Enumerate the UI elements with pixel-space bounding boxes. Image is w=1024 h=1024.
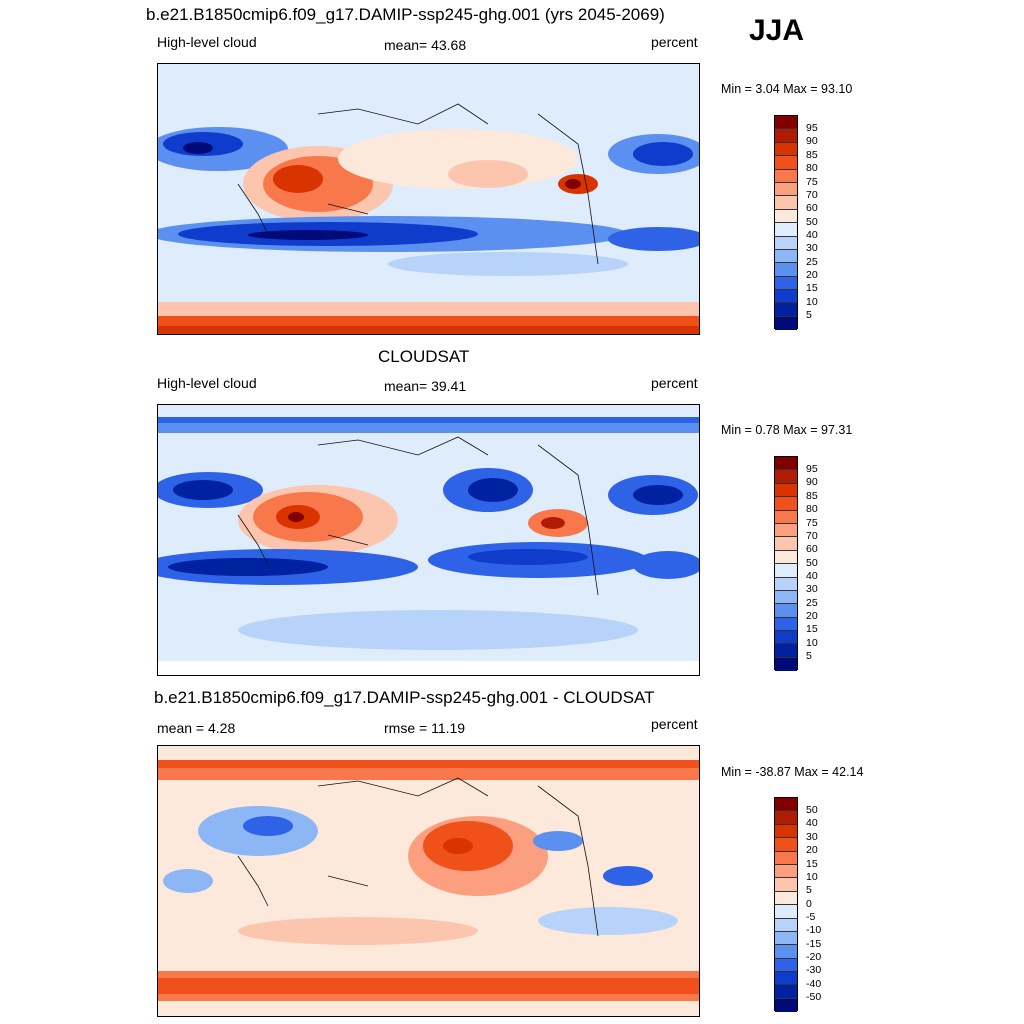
colorbar-tick-label: 0 [806, 898, 812, 910]
panel3-colorbar [774, 797, 798, 1013]
colorbar-tick-label: -10 [806, 924, 822, 936]
colorbar-tick-label: -30 [806, 964, 822, 976]
panel3-title: b.e21.B1850cmip6.f09_g17.DAMIP-ssp245-gh… [154, 688, 655, 707]
colorbar-tick-label: 10 [806, 296, 818, 308]
panel3-map [157, 745, 700, 1017]
panel1-variable-label: High-level cloud [157, 34, 257, 50]
colorbar-tick-label: 80 [806, 503, 818, 515]
panel3-units-label: percent [651, 716, 698, 732]
colorbar-tick-label: 20 [806, 610, 818, 622]
panel1-title: b.e21.B1850cmip6.f09_g17.DAMIP-ssp245-gh… [146, 5, 665, 24]
colorbar-tick-label: 95 [806, 463, 818, 475]
panel1-mean-label: mean= 43.68 [384, 37, 467, 53]
panel2-minmax: Min = 0.78 Max = 97.31 [721, 423, 853, 437]
colorbar-tick-label: 20 [806, 269, 818, 281]
panel1-minmax: Min = 3.04 Max = 93.10 [721, 82, 853, 96]
panel1-units-label: percent [651, 34, 698, 50]
colorbar-tick-label: -40 [806, 978, 822, 990]
colorbar-tick-label: 40 [806, 229, 818, 241]
panel2-map-field [158, 405, 699, 675]
colorbar-tick-label: 75 [806, 176, 818, 188]
panel3-minmax: Min = -38.87 Max = 42.14 [721, 765, 864, 779]
colorbar-tick-label: -5 [806, 911, 816, 923]
colorbar-tick-label: -50 [806, 991, 822, 1003]
colorbar-tick-label: 15 [806, 282, 818, 294]
colorbar-tick-label: 50 [806, 216, 818, 228]
panel3-mean-label: mean = 4.28 [157, 720, 236, 736]
colorbar-tick-label: 25 [806, 597, 818, 609]
colorbar-tick-label: -20 [806, 951, 822, 963]
panel2-title: CLOUDSAT [378, 347, 470, 366]
colorbar-tick-label: 85 [806, 149, 818, 161]
colorbar-tick-label: 70 [806, 189, 818, 201]
colorbar-tick-label: 30 [806, 583, 818, 595]
colorbar-tick-label: 30 [806, 831, 818, 843]
colorbar-tick-label: 20 [806, 844, 818, 856]
colorbar-tick-label: 75 [806, 517, 818, 529]
panel2-colorbar [774, 456, 798, 672]
panel3-rmse-label: rmse = 11.19 [384, 720, 466, 736]
colorbar-tick-label: -15 [806, 938, 822, 950]
colorbar-tick-label: 70 [806, 530, 818, 542]
colorbar-tick-label: 40 [806, 570, 818, 582]
colorbar-tick-label: 40 [806, 817, 818, 829]
season-label: JJA [749, 14, 805, 47]
colorbar-tick-label: 15 [806, 623, 818, 635]
colorbar-tick-label: 95 [806, 122, 818, 134]
colorbar-tick-label: 50 [806, 804, 818, 816]
colorbar-tick-label: 50 [806, 557, 818, 569]
colorbar-tick-label: 25 [806, 256, 818, 268]
colorbar-tick-label: 10 [806, 871, 818, 883]
panel1-map [157, 63, 700, 335]
colorbar-tick-label: 60 [806, 543, 818, 555]
colorbar-tick-label: 60 [806, 202, 818, 214]
colorbar-tick-label: 5 [806, 309, 812, 321]
colorbar-tick-label: 5 [806, 884, 812, 896]
colorbar-tick-label: 5 [806, 650, 812, 662]
panel2-units-label: percent [651, 375, 698, 391]
colorbar-tick-label: 80 [806, 162, 818, 174]
colorbar-tick-label: 15 [806, 858, 818, 870]
colorbar-tick-label: 10 [806, 637, 818, 649]
colorbar-tick-label: 85 [806, 490, 818, 502]
panel1-colorbar [774, 115, 798, 331]
panel2-map [157, 404, 700, 676]
panel2-variable-label: High-level cloud [157, 375, 257, 391]
panel2-mean-label: mean= 39.41 [384, 378, 467, 394]
panel1-map-field [158, 64, 699, 334]
colorbar-tick-label: 90 [806, 476, 818, 488]
colorbar-tick-label: 90 [806, 135, 818, 147]
colorbar-tick-label: 30 [806, 242, 818, 254]
panel3-map-field [158, 746, 699, 1016]
